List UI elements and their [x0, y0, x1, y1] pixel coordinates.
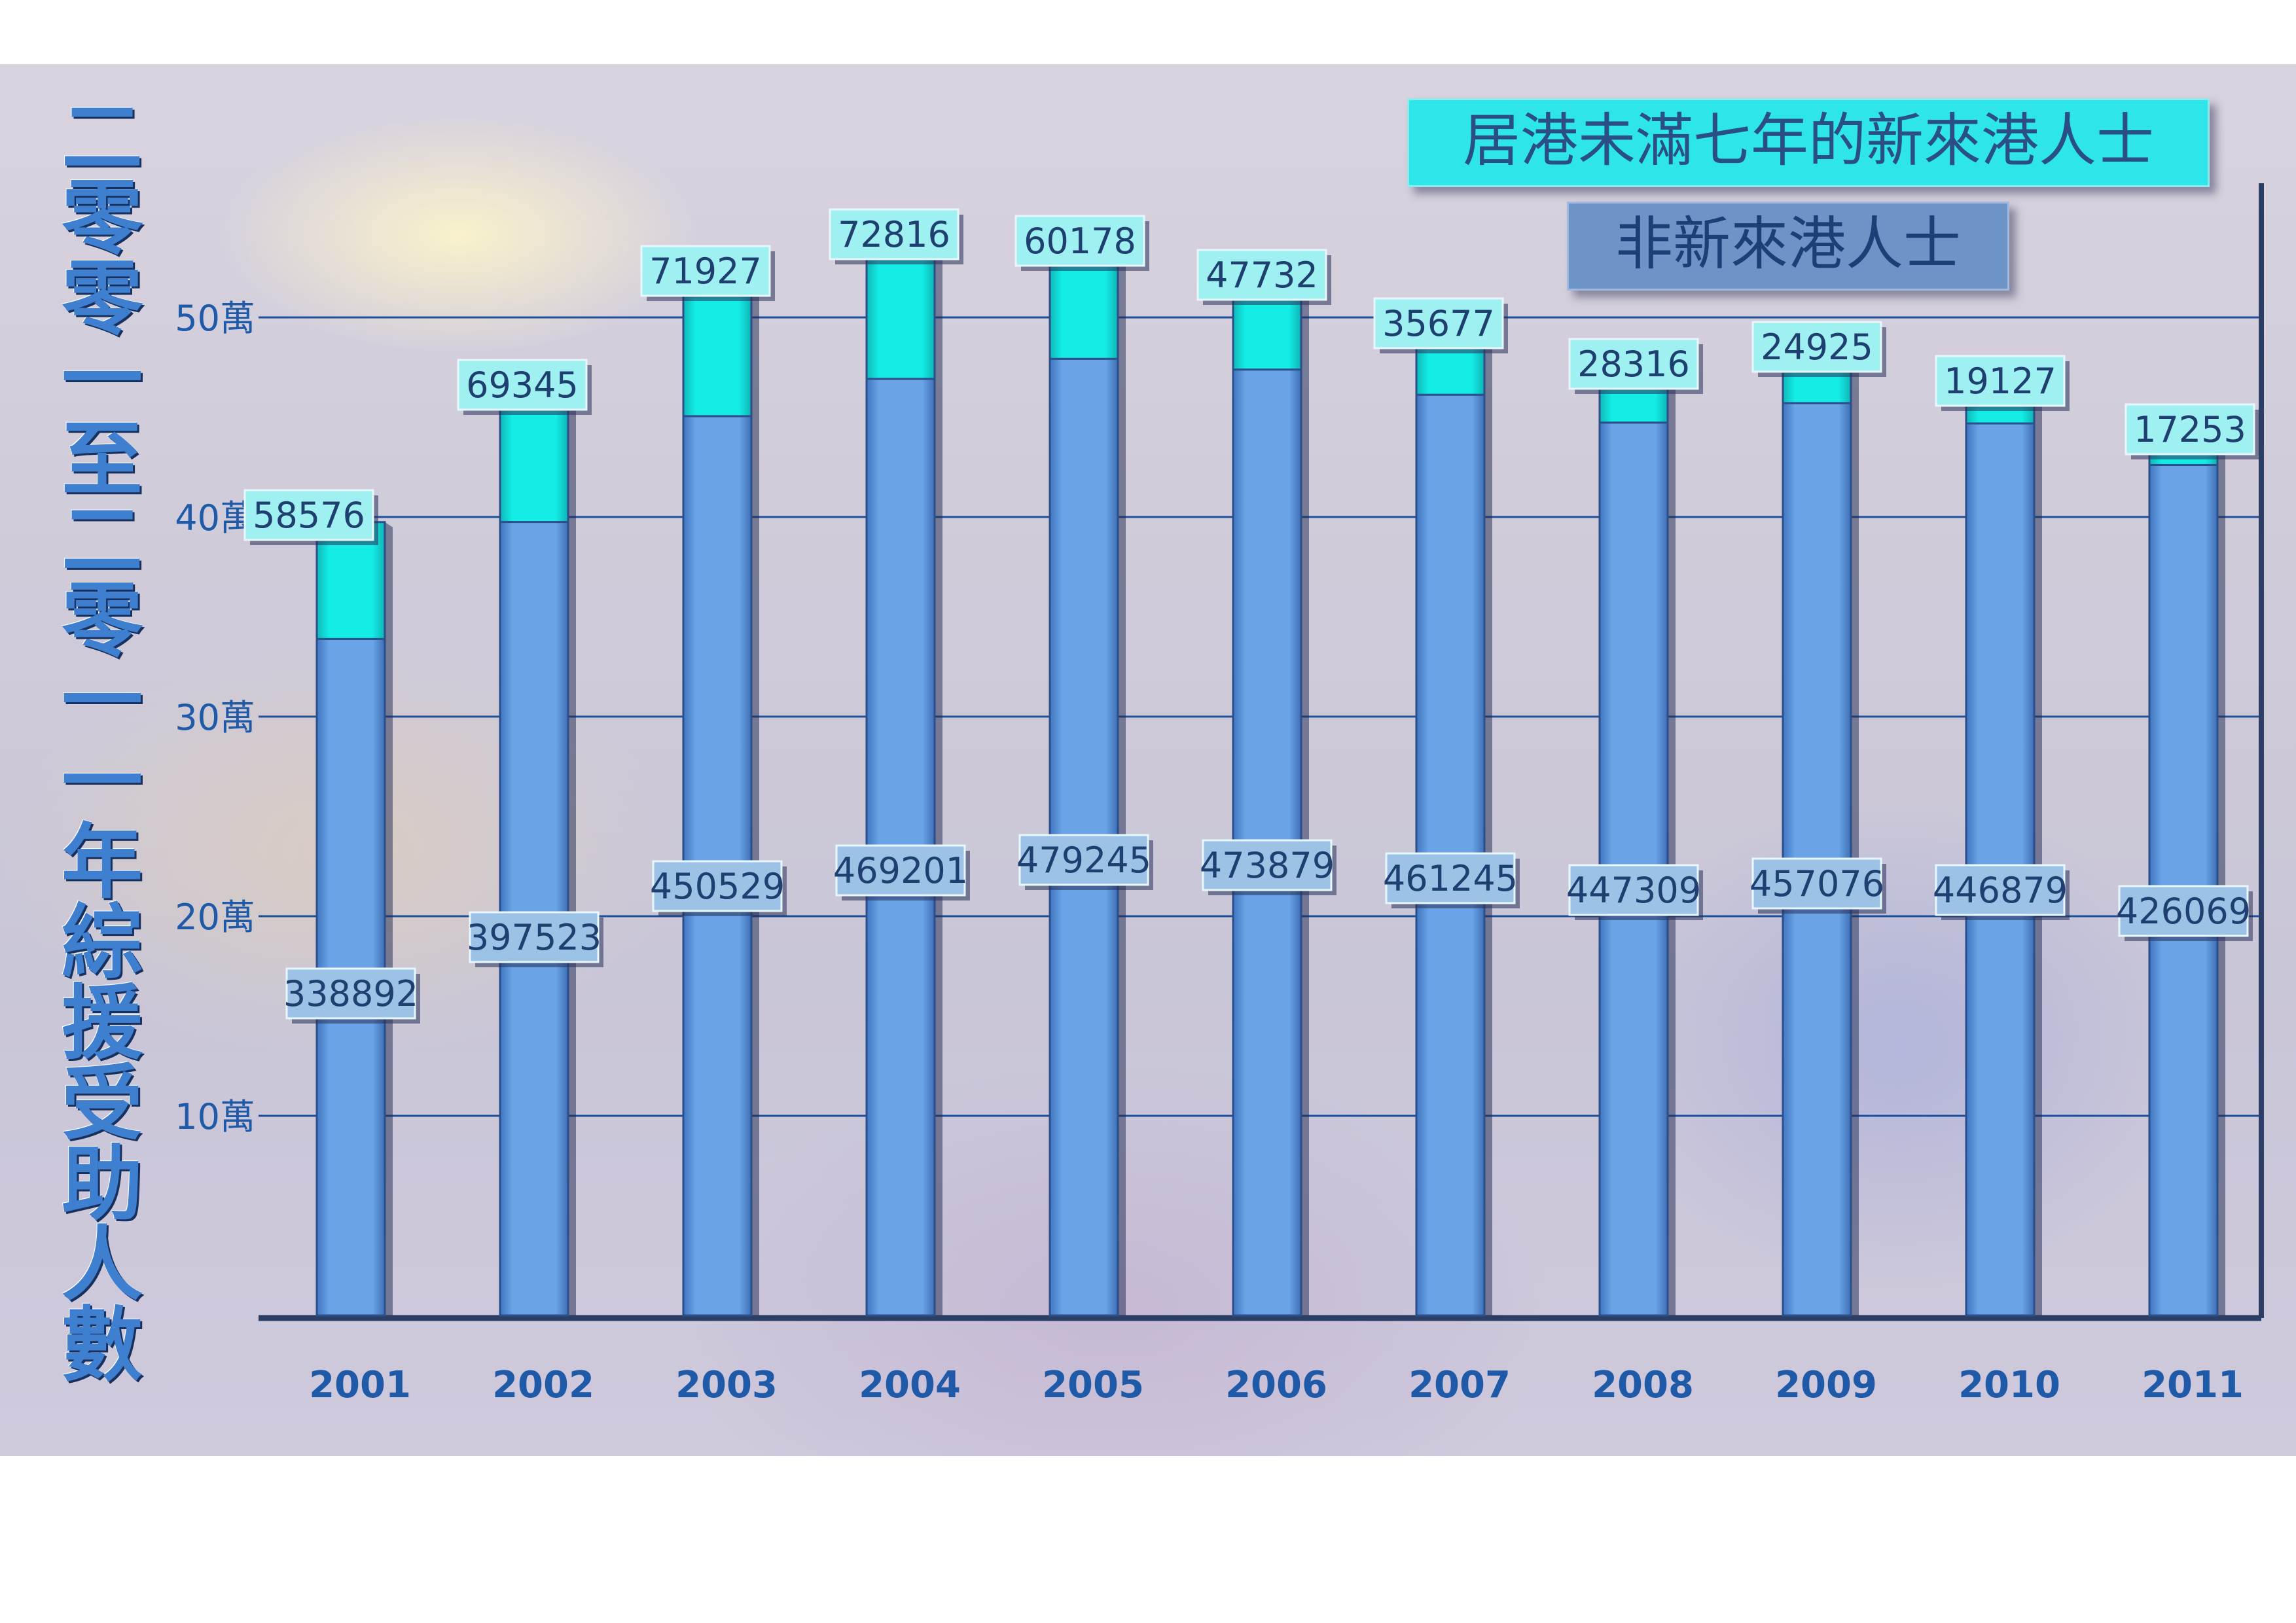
vertical-title: 二零零一至二零一一年綜援受助人數: [56, 98, 148, 1386]
data-label-new-arrivals: 24925: [1761, 327, 1873, 368]
x-tick-label: 2001: [309, 1364, 411, 1406]
y-tick-label: 30萬: [175, 697, 255, 738]
vertical-title-char: 零: [61, 252, 143, 346]
data-label-non-new-arrivals-box: [835, 844, 966, 897]
data-label-non-new-arrivals: 479245: [1016, 840, 1151, 881]
vertical-title-char: 一: [61, 654, 143, 749]
x-tick-label: 2007: [1408, 1364, 1511, 1406]
data-label-new-arrivals-box: [1751, 321, 1882, 373]
bar-side-shadow: [935, 233, 942, 1315]
vertical-title-char: 至: [61, 413, 143, 507]
bar-side-shadow: [568, 383, 576, 1315]
data-label-non-new-arrivals: 397523: [467, 917, 601, 958]
bar-side-shadow: [2217, 430, 2225, 1315]
data-label-non-new-arrivals-box: [1935, 864, 2066, 916]
data-label-non-new-arrivals-box: [285, 967, 416, 1020]
data-label-new-arrivals-box: [1196, 249, 1327, 301]
data-label-new-arrivals-box: [829, 208, 960, 260]
data-label-new-arrivals: 69345: [466, 365, 579, 406]
data-label-non-new-arrivals-box: [1018, 834, 1149, 886]
data-label-non-new-arrivals-box: [2118, 885, 2249, 937]
data-label-non-new-arrivals: 457076: [1749, 863, 1884, 904]
data-label-non-new-arrivals-box: [1202, 839, 1333, 891]
vertical-title-char: 助: [61, 1137, 143, 1232]
data-label-non-new-arrivals-box: [1751, 857, 1882, 910]
bar-side-shadow: [1301, 274, 1309, 1316]
y-tick-label: 10萬: [175, 1096, 255, 1137]
bar-side-shadow: [385, 522, 393, 1315]
bar-side-shadow: [2034, 385, 2042, 1316]
vertical-title-char: 零: [61, 171, 143, 266]
vertical-title-char: 綜: [61, 896, 143, 990]
y-tick-label: 40萬: [175, 497, 255, 539]
vertical-title-char: 年: [61, 815, 143, 910]
vertical-title-char: 援: [61, 976, 143, 1071]
data-label-new-arrivals: 28316: [1577, 344, 1690, 385]
x-tick-label: 2006: [1225, 1364, 1327, 1406]
bar-side-shadow: [751, 272, 759, 1316]
vertical-title-char: 一: [61, 332, 143, 427]
data-label-non-new-arrivals: 426069: [2116, 891, 2251, 932]
grid-layer: 10萬 20萬 30萬 40萬 50萬: [175, 183, 2264, 1321]
data-label-new-arrivals: 17253: [2134, 409, 2246, 450]
data-label-new-arrivals-box: [2125, 403, 2255, 455]
data-label-new-arrivals-box: [457, 359, 588, 411]
data-label-new-arrivals-box: [1373, 297, 1504, 349]
data-label-non-new-arrivals-box: [469, 911, 600, 963]
x-tick-label: 2010: [1958, 1364, 2060, 1406]
data-label-new-arrivals-box: [243, 489, 374, 541]
y-tick-label: 50萬: [175, 298, 255, 339]
vertical-title-char: 數: [61, 1298, 143, 1393]
data-label-non-new-arrivals: 447309: [1566, 870, 1701, 911]
x-tick-label: 2009: [1775, 1364, 1877, 1406]
data-label-non-new-arrivals: 473879: [1200, 845, 1335, 886]
x-tick-label: 2002: [492, 1364, 594, 1406]
bar-side-shadow: [1118, 238, 1126, 1315]
data-label-new-arrivals-box: [1935, 355, 2066, 407]
x-tick-label: 2003: [675, 1364, 778, 1406]
label-layer: 58576 338892 2001 69345 397523 2002 71927 45052…: [243, 208, 2259, 1406]
data-label-non-new-arrivals: 338892: [283, 973, 418, 1014]
data-label-new-arrivals-box: [640, 245, 771, 297]
x-tick-label: 2008: [1592, 1364, 1694, 1406]
legend-non-new-arrivals: 非新來港人士: [1567, 202, 2009, 291]
vertical-title-char: 一: [61, 735, 143, 829]
vertical-title-char: 二: [61, 493, 143, 588]
data-label-non-new-arrivals: 461245: [1383, 858, 1518, 899]
data-label-non-new-arrivals-box: [1385, 852, 1516, 904]
data-label-new-arrivals: 19127: [1944, 361, 2056, 402]
bar-side-shadow: [1668, 366, 1676, 1315]
x-tick-label: 2005: [1042, 1364, 1144, 1406]
legend-new-arrivals: 居港未滿七年的新來港人士: [1407, 98, 2210, 187]
x-tick-label: 2011: [2142, 1364, 2244, 1406]
data-label-non-new-arrivals-box: [1568, 864, 1699, 916]
data-label-non-new-arrivals: 446879: [1933, 870, 2068, 911]
bar-side-shadow: [1484, 323, 1492, 1315]
x-tick-label: 2004: [859, 1364, 961, 1406]
data-label-new-arrivals: 47732: [1206, 255, 1318, 296]
data-label-new-arrivals: 58576: [253, 495, 365, 536]
vertical-title-char: 人: [61, 1218, 143, 1312]
y-tick-label: 20萬: [175, 897, 255, 938]
vertical-title-char: 零: [61, 574, 143, 668]
data-label-new-arrivals: 71927: [649, 251, 762, 292]
data-label-new-arrivals-box: [1568, 338, 1699, 390]
data-label-new-arrivals: 60178: [1024, 221, 1136, 262]
vertical-title-char: 二: [61, 91, 143, 185]
data-label-new-arrivals: 72816: [838, 214, 950, 255]
data-label-new-arrivals: 35677: [1382, 303, 1495, 344]
vertical-title-char: 受: [61, 1057, 143, 1151]
data-label-non-new-arrivals-box: [652, 860, 783, 912]
data-label-non-new-arrivals: 469201: [833, 850, 968, 891]
data-label-new-arrivals-box: [1014, 215, 1145, 267]
bar-side-shadow: [1851, 353, 1859, 1315]
data-label-non-new-arrivals: 450529: [650, 866, 785, 907]
